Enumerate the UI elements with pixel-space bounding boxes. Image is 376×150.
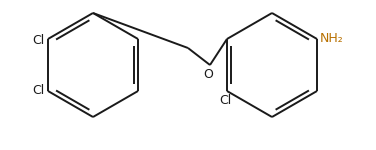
Text: Cl: Cl <box>219 94 231 107</box>
Text: O: O <box>203 68 213 81</box>
Text: Cl: Cl <box>33 84 45 96</box>
Text: Cl: Cl <box>33 33 45 46</box>
Text: NH₂: NH₂ <box>320 33 344 45</box>
